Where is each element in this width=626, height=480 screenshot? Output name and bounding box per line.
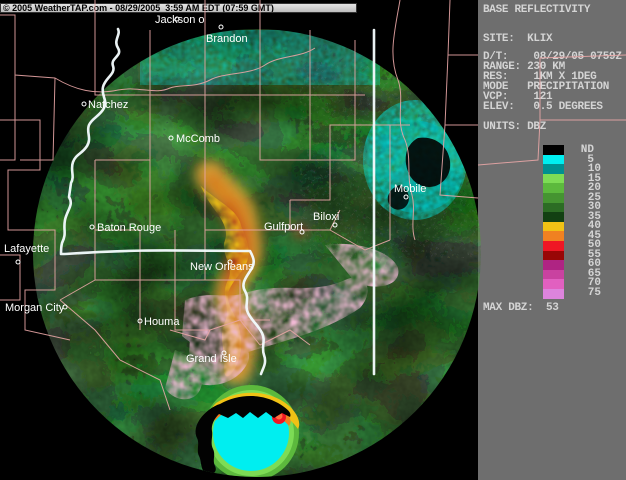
svg-text:Natchez: Natchez (88, 99, 128, 111)
svg-text:Mobile: Mobile (394, 183, 426, 195)
svg-text:Grand Isle: Grand Isle (186, 353, 237, 365)
svg-text:Lafayette: Lafayette (4, 243, 49, 255)
svg-text:Houma: Houma (144, 316, 180, 328)
svg-text:Jackson o: Jackson o (155, 14, 205, 26)
svg-text:McComb: McComb (176, 133, 220, 145)
svg-text:Morgan City: Morgan City (5, 302, 65, 314)
svg-text:Brandon: Brandon (206, 33, 248, 45)
svg-text:Biloxi: Biloxi (313, 211, 339, 223)
svg-text:Gulfport: Gulfport (264, 221, 303, 233)
svg-text:Baton Rouge: Baton Rouge (97, 222, 161, 234)
svg-text:New Orleans: New Orleans (190, 261, 254, 273)
